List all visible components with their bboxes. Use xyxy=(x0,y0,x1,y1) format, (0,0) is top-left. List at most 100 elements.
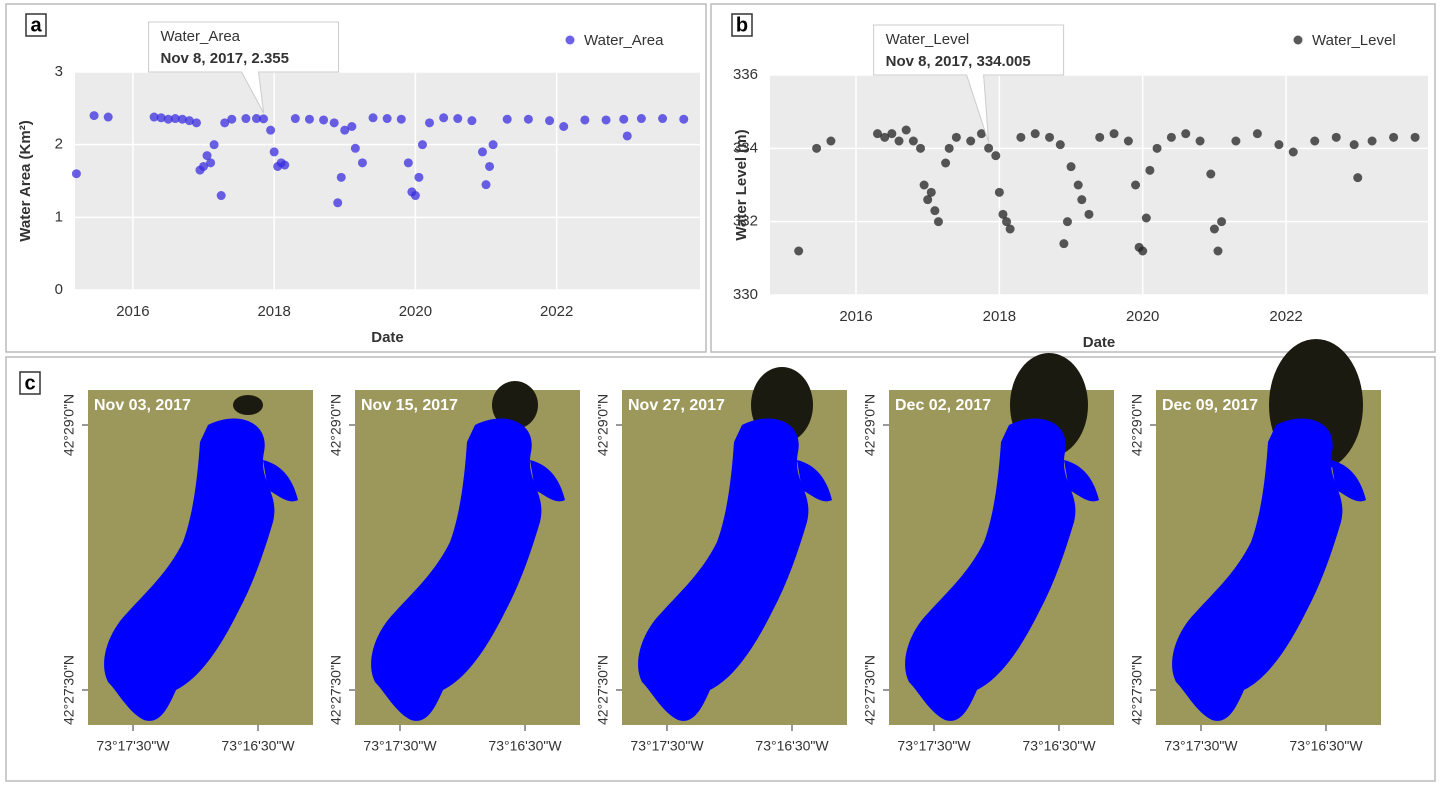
data-point xyxy=(930,206,940,216)
x-tick-label: 2018 xyxy=(257,303,290,320)
data-point xyxy=(488,140,498,150)
data-point xyxy=(425,118,435,128)
tile-date: Dec 02, 2017 xyxy=(895,397,991,414)
lat-label: 42°29'0"N xyxy=(61,394,77,456)
y-tick-label: 3 xyxy=(55,63,63,80)
data-point xyxy=(1062,217,1072,227)
y-tick-label: 330 xyxy=(733,286,758,303)
panel-frame xyxy=(710,3,1436,353)
lat-label: 42°27'30"N xyxy=(862,655,878,725)
data-point xyxy=(368,113,378,123)
data-point xyxy=(382,114,392,124)
data-point xyxy=(887,129,897,139)
data-point xyxy=(477,147,487,157)
water-inlet xyxy=(263,460,298,502)
data-point xyxy=(944,143,954,153)
lon-label: 73°16'30"W xyxy=(755,738,829,754)
data-point xyxy=(1206,169,1216,179)
data-point xyxy=(1367,136,1377,146)
water-inlet xyxy=(1331,460,1366,502)
lat-label: 42°27'30"N xyxy=(1129,655,1145,725)
tooltip-box xyxy=(148,21,340,114)
data-point xyxy=(559,122,569,131)
data-point xyxy=(545,116,555,126)
panel-label: c xyxy=(24,372,35,394)
x-tick-label: 2020 xyxy=(399,303,432,320)
tooltip-text: Nov 8, 2017, 334.005 xyxy=(886,53,1031,70)
data-point xyxy=(984,143,994,153)
data-point xyxy=(998,209,1008,219)
data-point xyxy=(1288,147,1298,157)
data-point xyxy=(916,143,926,153)
data-point xyxy=(901,125,911,135)
data-point xyxy=(926,187,936,197)
data-point xyxy=(1209,224,1219,234)
data-point xyxy=(220,118,230,128)
data-point xyxy=(1181,129,1191,139)
map-tile: Dec 09, 2017 42°29'0"N 42°27'30"N 73°17'30"… xyxy=(1129,339,1381,754)
y-axis-label: Water Level (m) xyxy=(733,129,750,240)
data-point xyxy=(206,158,216,168)
panel-frame xyxy=(5,3,707,353)
data-point xyxy=(976,129,986,139)
data-point xyxy=(1217,217,1227,227)
data-point xyxy=(1077,195,1087,205)
data-point xyxy=(991,151,1001,161)
data-point xyxy=(1389,132,1399,142)
lon-label: 73°16'30"W xyxy=(1289,738,1363,754)
data-point xyxy=(1252,129,1262,139)
data-point xyxy=(357,158,367,168)
y-tick-label: 1 xyxy=(55,208,63,225)
data-point xyxy=(1166,132,1176,142)
data-point xyxy=(1030,129,1040,139)
data-point xyxy=(103,112,113,122)
data-point xyxy=(880,132,890,142)
lat-label: 42°29'0"N xyxy=(328,394,344,456)
water-inlet xyxy=(797,460,832,502)
data-point xyxy=(156,113,166,123)
data-point xyxy=(580,115,590,125)
data-point xyxy=(71,169,81,179)
lon-label: 73°16'30"W xyxy=(488,738,562,754)
data-point xyxy=(1145,165,1155,175)
lon-label: 73°16'30"W xyxy=(221,738,295,754)
data-point xyxy=(191,118,201,128)
data-point xyxy=(89,111,99,121)
dark-water xyxy=(233,395,263,415)
data-point xyxy=(453,114,463,124)
data-point xyxy=(1095,132,1105,142)
tooltip-text: Nov 8, 2017, 2.355 xyxy=(161,50,289,67)
data-point xyxy=(347,122,357,131)
panel-label-box xyxy=(731,13,753,37)
lon-label: 73°17'30"W xyxy=(1164,738,1238,754)
y-tick-label: 332 xyxy=(733,213,758,230)
water-body xyxy=(905,418,1076,721)
lon-label: 73°16'30"W xyxy=(1022,738,1096,754)
data-point xyxy=(199,161,209,171)
lat-label: 42°29'0"N xyxy=(595,394,611,456)
data-point xyxy=(251,114,261,124)
x-axis-label: Date xyxy=(1083,334,1116,351)
x-tick-label: 2016 xyxy=(116,303,149,320)
data-point xyxy=(340,125,350,135)
x-tick-label: 2022 xyxy=(540,303,573,320)
lon-label: 73°17'30"W xyxy=(363,738,437,754)
tile-date: Nov 03, 2017 xyxy=(94,397,191,414)
lat-label: 42°27'30"N xyxy=(328,655,344,725)
map-tile: Dec 02, 2017 42°29'0"N 42°27'30"N 73°17'30"… xyxy=(862,353,1114,754)
data-point xyxy=(439,113,449,123)
data-point xyxy=(923,195,933,205)
data-point xyxy=(1055,140,1065,150)
data-point xyxy=(1131,180,1141,190)
data-point xyxy=(1141,213,1151,223)
data-point xyxy=(894,136,904,146)
data-point xyxy=(304,114,314,124)
data-point xyxy=(417,140,427,150)
data-point xyxy=(184,116,194,126)
panel-label-box xyxy=(25,13,47,37)
legend-label: Water_Area xyxy=(584,32,664,49)
x-axis-label: Date xyxy=(371,329,404,346)
water-body xyxy=(638,418,809,721)
water-inlet xyxy=(1064,460,1099,502)
